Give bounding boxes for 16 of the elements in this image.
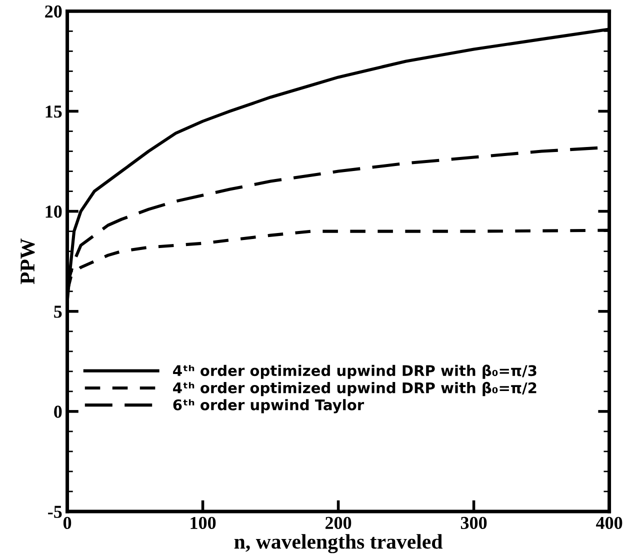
x-tick-label: 200	[326, 516, 352, 530]
legend-label: 4ᵗʰ order optimized upwind DRP with β₀=π/3	[173, 364, 536, 379]
x-tick-label: 0	[63, 516, 72, 530]
x-axis-title: n, wavelengths traveled	[234, 534, 443, 554]
y-tick-label: 0	[54, 406, 62, 418]
y-tick-label: 5	[54, 306, 62, 318]
x-tick-label: 100	[190, 516, 216, 530]
x-tick-label: 400	[596, 516, 622, 530]
y-tick-label: 10	[46, 206, 62, 218]
legend-label: 4ᵗʰ order optimized upwind DRP with β₀=π/2	[173, 382, 536, 396]
x-tick-label: 300	[460, 516, 487, 530]
y-tick-label: -5	[48, 506, 62, 518]
y-tick-label: 20	[45, 5, 62, 18]
legend-label: 6ᵗʰ order upwind Taylor	[173, 399, 364, 414]
y-tick-label: 15	[46, 106, 62, 118]
y-axis-title: PPW	[20, 238, 35, 284]
